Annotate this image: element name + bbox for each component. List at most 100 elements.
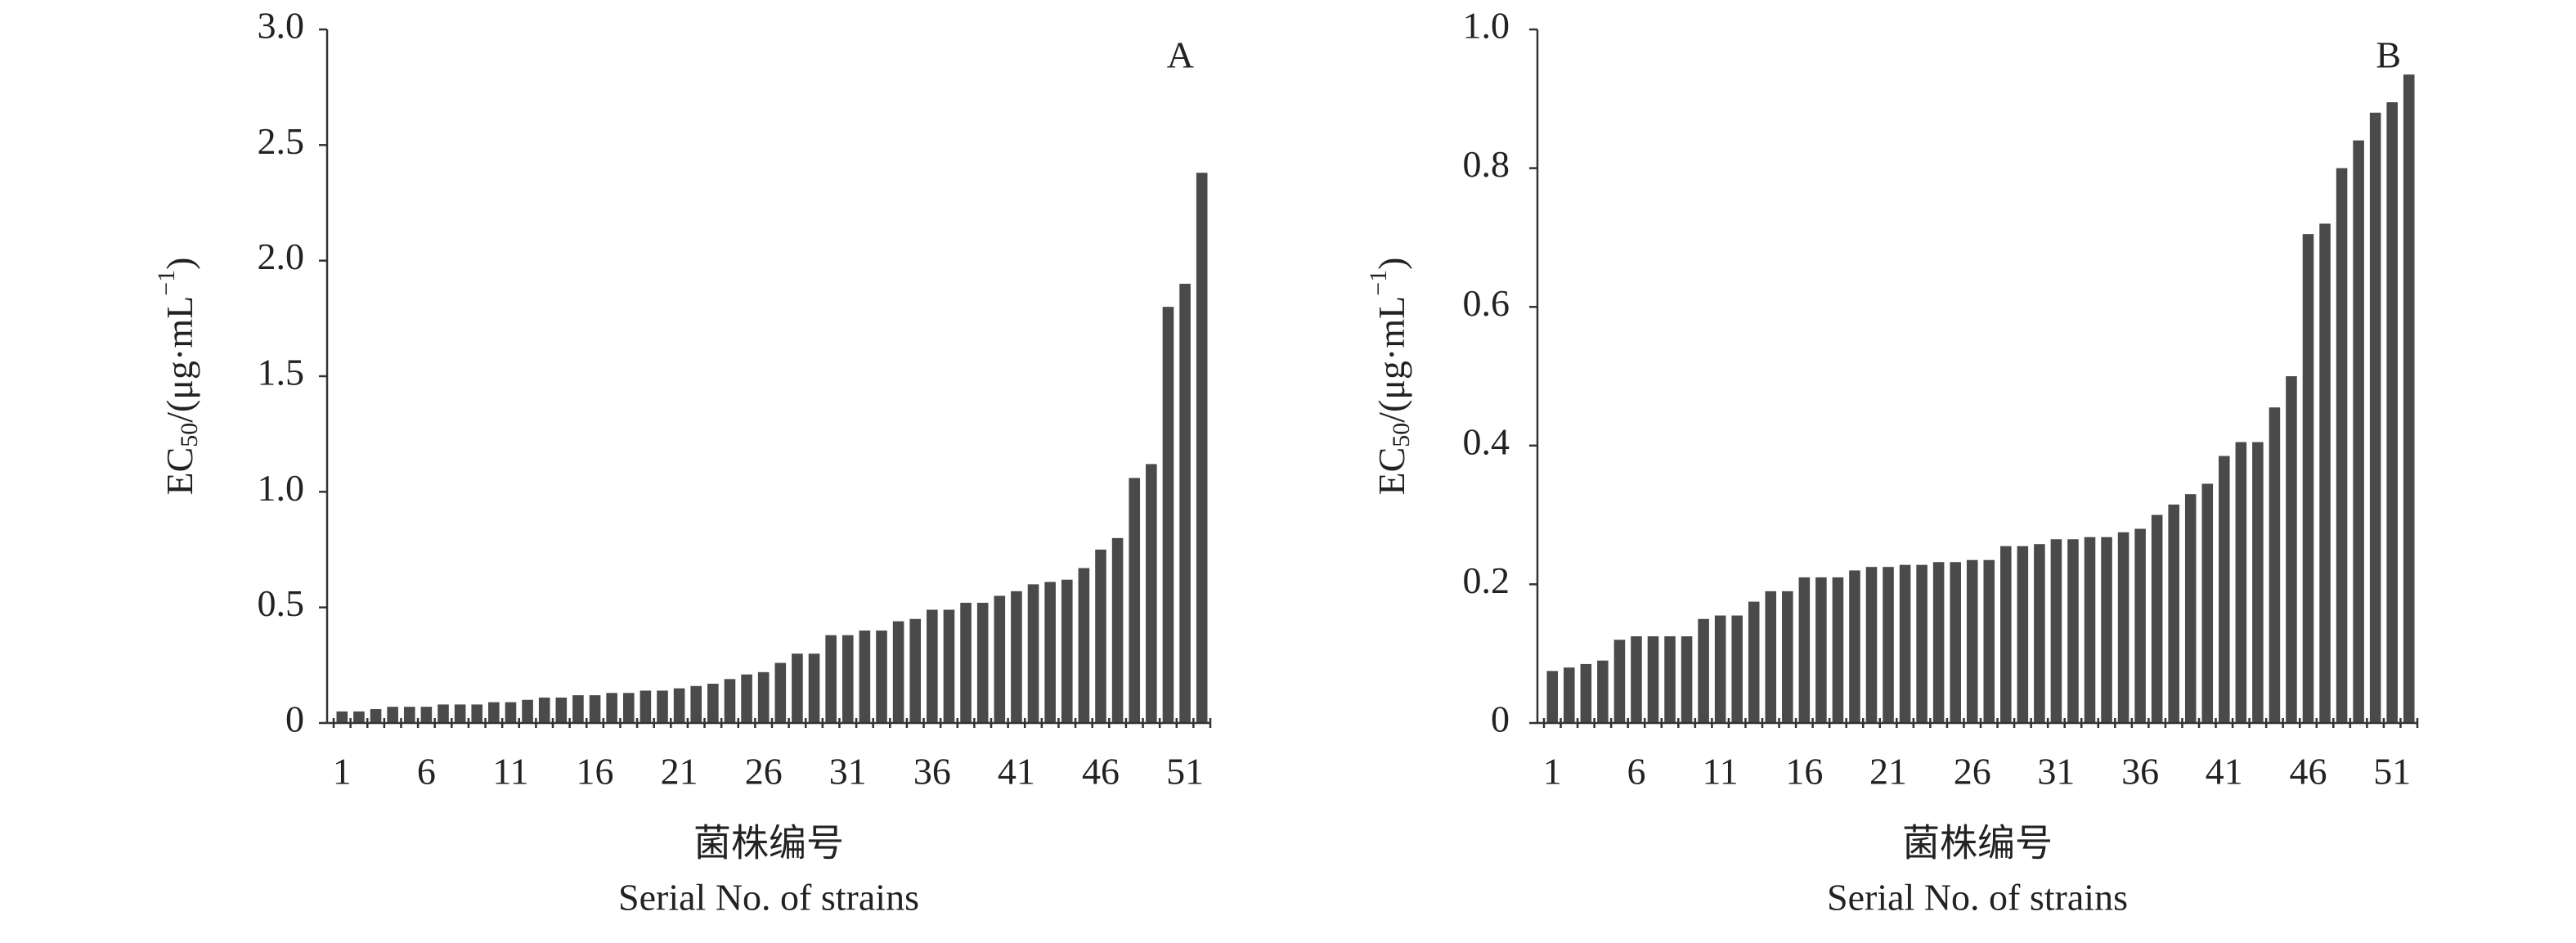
y-tick-label: 0.8 xyxy=(1463,143,1510,185)
y-tick-label: 2.0 xyxy=(258,236,305,277)
x-tick-label: 11 xyxy=(1703,751,1739,793)
bar xyxy=(2000,546,2012,723)
y-tick-label: 0.6 xyxy=(1463,282,1510,324)
x-tick-label: 26 xyxy=(1954,751,1991,793)
bar xyxy=(1681,636,1693,723)
bar xyxy=(690,685,702,723)
bar xyxy=(555,697,568,723)
bar xyxy=(960,603,972,723)
bar xyxy=(1748,601,1760,723)
bar xyxy=(2319,223,2331,723)
x-tick-label: 46 xyxy=(1082,751,1120,793)
bar xyxy=(943,609,955,723)
bar xyxy=(2168,504,2179,723)
bar xyxy=(2101,537,2112,723)
bar xyxy=(2184,494,2197,723)
bar xyxy=(2067,539,2079,723)
bar xyxy=(572,695,584,723)
y-axis-label: EC50/(μg·mL−1) xyxy=(153,258,203,496)
y-axis-label-part: /(μg·mL xyxy=(159,296,200,423)
bar xyxy=(1664,636,1676,723)
bar xyxy=(1061,579,1073,723)
bar xyxy=(1698,618,1709,723)
y-axis-label-part: 50 xyxy=(176,423,203,447)
bar xyxy=(2386,102,2398,724)
bar xyxy=(1146,464,1157,723)
bar xyxy=(1916,564,1928,723)
bar xyxy=(1078,568,1090,723)
y-tick-label: 3.0 xyxy=(258,5,305,47)
x-tick-label: 26 xyxy=(745,751,783,793)
x-tick-label: 51 xyxy=(1166,751,1204,793)
bar xyxy=(2369,112,2381,723)
bar xyxy=(589,695,601,723)
bar xyxy=(876,630,887,723)
x-tick-label: 46 xyxy=(2290,751,2327,793)
bar xyxy=(353,711,365,723)
bar xyxy=(1932,562,1945,723)
bar xyxy=(1950,562,1961,723)
bar xyxy=(657,690,668,723)
bar xyxy=(859,630,871,723)
panel-label: B xyxy=(2376,34,2401,76)
bar xyxy=(792,653,803,723)
y-tick-label: 0.4 xyxy=(1463,420,1510,462)
bar xyxy=(622,693,635,723)
bar xyxy=(2252,442,2264,723)
y-axis-label-part: 50 xyxy=(1388,423,1415,447)
bar xyxy=(825,635,837,723)
bar xyxy=(1564,667,1575,723)
bar xyxy=(2235,442,2247,723)
bar xyxy=(403,707,415,723)
x-axis-label-en: Serial No. of strains xyxy=(618,877,919,918)
bar xyxy=(606,693,617,723)
bar xyxy=(1162,307,1174,723)
bar xyxy=(892,621,904,723)
bar xyxy=(454,704,466,723)
chart: 00.20.40.60.81.01 6 11 16 21 26 31 36 41 46 51B菌株编… xyxy=(1365,5,2419,918)
bar xyxy=(1966,559,1978,723)
bar xyxy=(420,707,433,723)
bar xyxy=(1129,478,1141,723)
bar xyxy=(2403,74,2415,724)
bar xyxy=(1647,636,1659,723)
bar xyxy=(2084,537,2096,723)
bar xyxy=(841,635,854,723)
bar xyxy=(2134,528,2146,723)
bar xyxy=(1899,564,1911,723)
bar xyxy=(1883,567,1894,723)
y-tick-label: 0.5 xyxy=(258,582,305,624)
panel-label: A xyxy=(1167,34,1194,76)
bar xyxy=(1765,590,1777,723)
x-tick-label: 36 xyxy=(2121,751,2159,793)
bar xyxy=(994,595,1006,723)
bar xyxy=(1044,582,1056,723)
y-axis-label-part: EC xyxy=(159,447,200,496)
bar xyxy=(1865,567,1878,723)
y-tick-label: 0 xyxy=(1491,698,1510,740)
bar xyxy=(488,702,500,723)
y-axis-label: EC50/(μg·mL−1) xyxy=(1365,258,1415,496)
bar xyxy=(438,704,449,723)
x-axis-label: 菌株编号 xyxy=(1902,821,2053,865)
x-tick-label: 1 xyxy=(1543,751,1562,793)
bar xyxy=(2151,514,2163,723)
bar xyxy=(471,704,483,723)
y-axis-label-part: −1 xyxy=(153,270,180,296)
bar xyxy=(1027,584,1039,723)
bar xyxy=(538,697,550,723)
bar xyxy=(370,709,382,723)
bar xyxy=(707,683,719,723)
bar xyxy=(640,690,652,723)
x-tick-label: 21 xyxy=(1869,751,1907,793)
x-tick-label: 11 xyxy=(492,751,528,793)
x-tick-label: 6 xyxy=(417,751,436,793)
bar xyxy=(741,674,752,723)
y-tick-label: 1.5 xyxy=(258,352,305,393)
y-axis-label-part: −1 xyxy=(1365,270,1392,296)
bar xyxy=(1815,577,1827,723)
bar xyxy=(1782,590,1793,723)
bar xyxy=(1849,570,1860,723)
